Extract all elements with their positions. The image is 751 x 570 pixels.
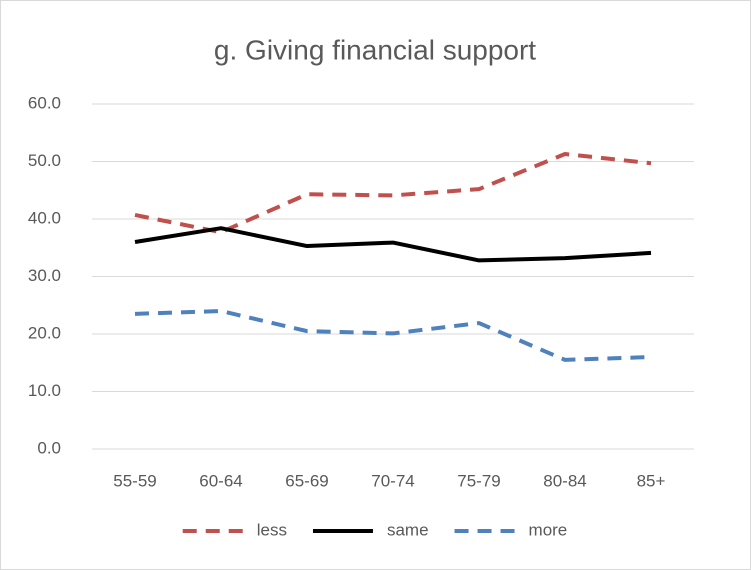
x-tick-label: 70-74 xyxy=(371,471,414,490)
y-tick-label: 60.0 xyxy=(28,93,61,112)
y-tick-label: 0.0 xyxy=(37,438,61,457)
y-tick-label: 20.0 xyxy=(28,323,61,342)
x-tick-label: 55-59 xyxy=(113,471,156,490)
series-line xyxy=(134,152,652,235)
legend-label: same xyxy=(387,520,429,539)
x-tick-label: 80-84 xyxy=(543,471,586,490)
x-tick-label: 60-64 xyxy=(199,471,242,490)
y-tick-label: 30.0 xyxy=(28,266,61,285)
series-line xyxy=(134,309,652,362)
legend-label: less xyxy=(257,520,287,539)
chart-title: g. Giving financial support xyxy=(214,34,536,65)
y-tick-label: 10.0 xyxy=(28,381,61,400)
series-line xyxy=(134,226,652,263)
x-tick-label: 85+ xyxy=(637,471,666,490)
y-tick-label: 40.0 xyxy=(28,208,61,227)
x-tick-label: 75-79 xyxy=(457,471,500,490)
legend-label: more xyxy=(529,520,568,539)
x-tick-label: 65-69 xyxy=(285,471,328,490)
y-tick-label: 50.0 xyxy=(28,151,61,170)
